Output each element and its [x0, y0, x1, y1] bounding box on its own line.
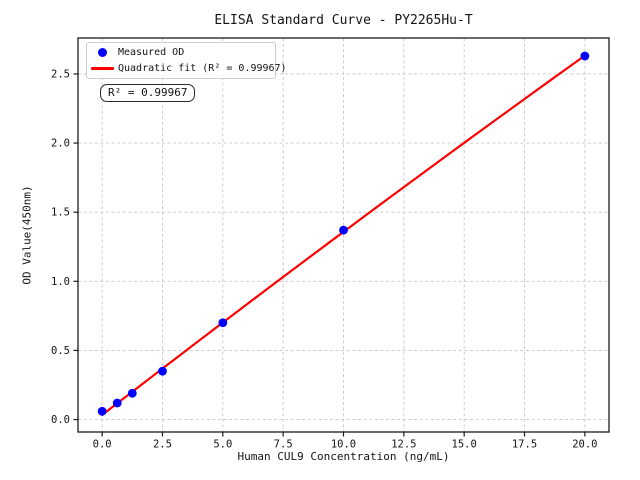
- data-point: [339, 225, 348, 235]
- y-tick-label: 0.0: [51, 414, 70, 426]
- data-point: [158, 366, 167, 376]
- y-tick-label: 2.0: [51, 138, 70, 150]
- legend-marker-box: [87, 66, 118, 70]
- y-tick-label: 0.5: [51, 345, 70, 357]
- r-squared-annotation: R² = 0.99967: [100, 84, 196, 102]
- legend-label-quadratic-fit: Quadratic fit (R² = 0.99967): [118, 62, 287, 74]
- x-tick-label: 17.5: [512, 439, 537, 451]
- y-tick-label: 1.5: [51, 207, 70, 219]
- legend-label-measured-od: Measured OD: [118, 47, 185, 59]
- x-tick-label: 5.0: [213, 439, 232, 451]
- y-tick-label: 2.5: [51, 68, 70, 80]
- line-marker-icon: [91, 66, 114, 70]
- legend-entry-quadratic-fit: Quadratic fit (R² = 0.99967): [87, 61, 287, 76]
- x-tick-label: 10.0: [331, 439, 356, 451]
- data-point: [112, 398, 122, 408]
- chart-title: ELISA Standard Curve - PY2265Hu-T: [214, 13, 473, 28]
- x-tick-label: 20.0: [572, 439, 597, 451]
- data-point: [97, 406, 107, 416]
- data-point: [218, 318, 228, 328]
- legend-marker-box: [87, 48, 118, 58]
- x-tick-label: 12.5: [391, 439, 416, 451]
- legend: Measured OD Quadratic fit (R² = 0.99967): [86, 42, 287, 79]
- x-tick-label: 15.0: [452, 439, 477, 451]
- data-point: [127, 388, 137, 398]
- y-axis-label: OD Value(450nm): [20, 185, 34, 285]
- x-axis-label: Human CUL9 Concentration (ng/mL): [237, 450, 450, 463]
- y-tick-label: 1.0: [51, 276, 70, 288]
- x-tick-label: 7.5: [274, 439, 293, 451]
- data-point: [580, 51, 590, 61]
- legend-entry-measured-od: Measured OD: [87, 45, 275, 60]
- x-tick-label: 0.0: [93, 439, 112, 451]
- x-tick-label: 2.5: [153, 439, 172, 451]
- scatter-marker-icon: [98, 48, 107, 58]
